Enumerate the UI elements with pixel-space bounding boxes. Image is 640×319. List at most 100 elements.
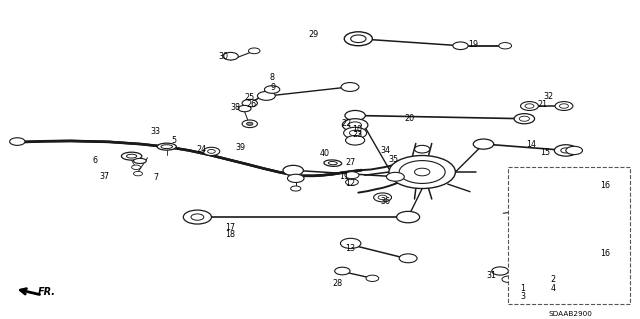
Text: SDAAB2900: SDAAB2900 [548, 311, 592, 317]
Text: 17: 17 [225, 223, 236, 232]
Circle shape [351, 35, 366, 42]
Circle shape [183, 210, 211, 224]
Circle shape [207, 150, 215, 153]
Text: 21: 21 [537, 100, 547, 109]
Circle shape [242, 99, 257, 107]
Circle shape [399, 254, 417, 263]
Circle shape [399, 160, 445, 183]
Circle shape [191, 214, 204, 220]
Text: 4: 4 [550, 284, 556, 293]
Text: 2: 2 [550, 275, 556, 284]
Circle shape [248, 48, 260, 54]
Circle shape [366, 275, 379, 281]
Text: 16: 16 [600, 181, 611, 190]
Text: 6: 6 [93, 156, 98, 166]
Circle shape [345, 172, 359, 179]
Text: 20: 20 [404, 114, 415, 122]
Circle shape [346, 179, 358, 185]
Text: 31: 31 [486, 271, 496, 280]
Text: 11: 11 [339, 172, 349, 181]
Text: 34: 34 [380, 146, 390, 155]
Circle shape [340, 238, 361, 249]
Text: 1: 1 [520, 284, 525, 293]
Text: 40: 40 [319, 149, 330, 158]
Circle shape [525, 104, 534, 108]
Circle shape [238, 105, 251, 112]
Circle shape [561, 148, 571, 153]
Circle shape [389, 156, 456, 189]
Text: 29: 29 [308, 30, 319, 40]
Circle shape [291, 186, 301, 191]
Ellipse shape [324, 160, 342, 166]
Text: 23: 23 [352, 130, 362, 139]
Circle shape [349, 122, 362, 128]
Circle shape [499, 42, 511, 49]
Circle shape [534, 200, 564, 215]
Text: FR.: FR. [38, 287, 56, 297]
Circle shape [346, 136, 365, 145]
Circle shape [242, 120, 257, 128]
Circle shape [283, 165, 303, 175]
Ellipse shape [157, 143, 176, 150]
Text: 36: 36 [380, 197, 390, 206]
Circle shape [453, 42, 468, 49]
Circle shape [264, 86, 280, 93]
Circle shape [519, 116, 529, 121]
Circle shape [341, 83, 359, 92]
Text: 5: 5 [172, 137, 177, 145]
Circle shape [584, 187, 607, 198]
Text: 26: 26 [246, 100, 257, 109]
Ellipse shape [328, 161, 337, 165]
Text: 10: 10 [352, 125, 362, 134]
Circle shape [10, 138, 25, 145]
Circle shape [257, 92, 275, 100]
Text: 28: 28 [332, 279, 342, 288]
Text: 27: 27 [346, 158, 356, 167]
Circle shape [415, 168, 430, 176]
Text: 32: 32 [543, 92, 554, 101]
Circle shape [562, 241, 585, 252]
Ellipse shape [122, 152, 142, 160]
Text: 25: 25 [244, 93, 255, 102]
Circle shape [514, 114, 534, 124]
Circle shape [335, 267, 350, 275]
Ellipse shape [127, 154, 137, 158]
Circle shape [132, 165, 141, 169]
Circle shape [559, 104, 568, 108]
Circle shape [223, 52, 238, 60]
Ellipse shape [134, 158, 147, 163]
Text: 16: 16 [600, 249, 611, 258]
Circle shape [590, 190, 602, 196]
Bar [508, 167, 630, 304]
Text: 19: 19 [468, 40, 478, 49]
Text: 24: 24 [196, 145, 207, 154]
Circle shape [344, 32, 372, 46]
Text: 12: 12 [346, 179, 356, 188]
Circle shape [349, 130, 361, 136]
Circle shape [344, 127, 367, 139]
Text: 33: 33 [151, 127, 161, 136]
Circle shape [246, 122, 253, 125]
Circle shape [524, 195, 575, 220]
Circle shape [502, 276, 515, 282]
Text: 14: 14 [525, 140, 536, 149]
Text: 13: 13 [346, 244, 356, 253]
Text: 35: 35 [388, 155, 399, 165]
Text: 7: 7 [154, 173, 159, 182]
Circle shape [492, 267, 508, 275]
Circle shape [473, 139, 493, 149]
Text: 38: 38 [230, 103, 241, 112]
Circle shape [345, 110, 365, 121]
Text: 22: 22 [342, 119, 352, 128]
Text: 18: 18 [225, 230, 236, 239]
Text: 15: 15 [540, 148, 550, 157]
Text: 3: 3 [520, 292, 525, 301]
Circle shape [397, 211, 420, 223]
Text: 8: 8 [269, 73, 275, 82]
Text: 39: 39 [235, 143, 245, 152]
Circle shape [520, 101, 538, 110]
Circle shape [287, 174, 304, 182]
Circle shape [554, 145, 577, 156]
Text: 30: 30 [218, 52, 228, 61]
Circle shape [568, 244, 579, 249]
